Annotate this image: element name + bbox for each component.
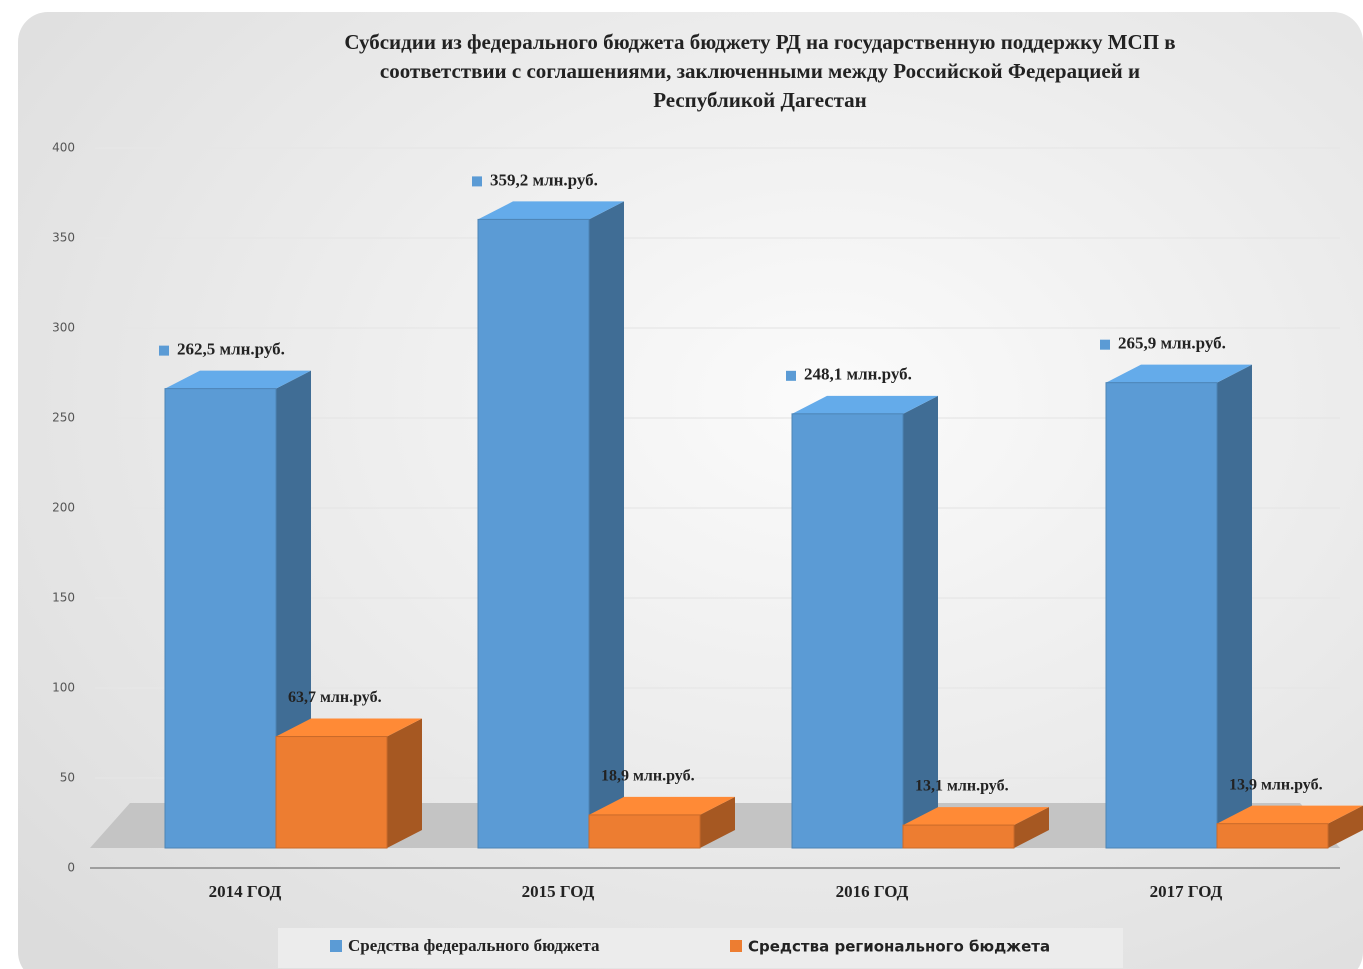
data-label: 359,2 млн.руб. (490, 170, 598, 189)
data-label: 13,1 млн.руб. (915, 778, 1009, 795)
y-tick-label: 400 (52, 141, 75, 155)
y-tick-label: 200 (52, 501, 75, 515)
chart-title: Субсидии из федерального бюджета бюджету… (344, 30, 1175, 112)
bar-side (700, 796, 735, 848)
x-tick-label: 2015 ГОД (522, 882, 595, 901)
legend-label: Средства регионального бюджета (748, 938, 1050, 956)
bar (477, 218, 590, 849)
data-label: 63,7 млн.руб. (288, 689, 382, 706)
label-marker (159, 345, 169, 356)
y-tick-label: 300 (52, 321, 75, 335)
y-tick-label: 100 (52, 681, 75, 695)
x-tick-label: 2017 ГОД (1150, 882, 1223, 901)
legend-swatch (330, 940, 342, 952)
data-label: 262,5 млн.руб. (177, 340, 285, 359)
bar-top (903, 807, 1049, 826)
bar-side (1217, 364, 1252, 848)
bar (164, 388, 277, 849)
bar-top (589, 796, 735, 815)
bar (588, 814, 701, 849)
x-tick-label: 2014 ГОД (209, 882, 282, 901)
bar (275, 736, 388, 849)
bar-top (1106, 364, 1252, 383)
y-tick-label: 350 (52, 231, 75, 245)
data-label: 18,9 млн.руб. (601, 768, 695, 785)
legend-box (278, 928, 1123, 968)
data-label: 248,1 млн.руб. (804, 365, 912, 384)
y-tick-label: 150 (52, 591, 75, 605)
bar-side (1328, 805, 1363, 848)
bar-top (478, 201, 624, 220)
bar-top (165, 370, 311, 389)
bar-top (1217, 805, 1363, 824)
legend-label: Средства федерального бюджета (348, 936, 600, 955)
bar (791, 413, 904, 849)
y-tick-label: 50 (60, 771, 75, 785)
label-marker (786, 370, 796, 381)
label-marker (472, 176, 482, 187)
bar (1105, 382, 1218, 849)
bar (902, 824, 1015, 849)
bar-side (1014, 807, 1049, 848)
bar-side (903, 395, 938, 848)
x-tick-label: 2016 ГОД (836, 882, 909, 901)
bar (1216, 823, 1329, 849)
bar-top (276, 718, 422, 737)
bar-side (387, 718, 422, 848)
label-marker (1100, 339, 1110, 350)
y-tick-label: 250 (52, 411, 75, 425)
bar-top (792, 395, 938, 414)
legend-swatch (730, 940, 742, 952)
y-tick-label: 0 (67, 861, 75, 875)
bar-side (589, 201, 624, 848)
data-label: 265,9 млн.руб. (1118, 334, 1226, 353)
data-label: 13,9 млн.руб. (1229, 776, 1323, 793)
